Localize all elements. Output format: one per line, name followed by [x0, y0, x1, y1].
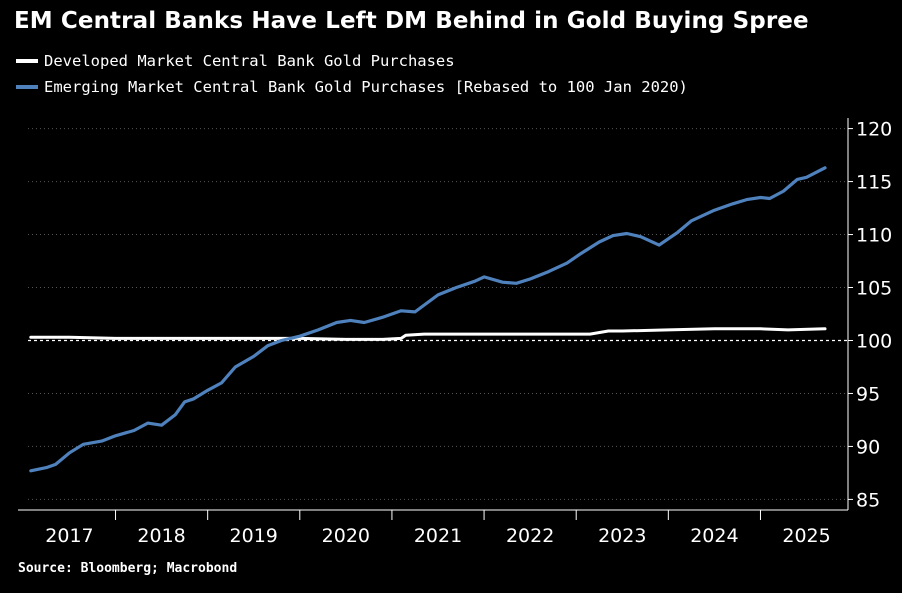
x-tick-label-2023: 2023 [598, 525, 646, 547]
y-tick-label-105: 105 [856, 278, 892, 300]
source-note: Source: Bloomberg; Macrobond [18, 561, 238, 576]
x-tick-label-2018: 2018 [137, 525, 185, 547]
x-tick-label-2024: 2024 [690, 525, 738, 547]
y-tick-label-85: 85 [856, 489, 880, 511]
x-tick-label-2019: 2019 [230, 525, 278, 547]
legend-item-dm: Developed Market Central Bank Gold Purch… [16, 48, 688, 74]
legend: Developed Market Central Bank Gold Purch… [16, 48, 688, 100]
x-tick-label-2022: 2022 [506, 525, 554, 547]
y-tick-label-110: 110 [856, 225, 892, 247]
x-tick-label-2017: 2017 [45, 525, 93, 547]
legend-label-em: Emerging Market Central Bank Gold Purcha… [44, 78, 688, 96]
x-tick-label-2020: 2020 [322, 525, 370, 547]
y-tick-label-95: 95 [856, 383, 880, 405]
y-tick-label-90: 90 [856, 436, 880, 458]
series-line-em [29, 166, 827, 473]
y-tick-label-115: 115 [856, 172, 892, 194]
legend-item-em: Emerging Market Central Bank Gold Purcha… [16, 74, 688, 100]
y-tick-label-100: 100 [856, 330, 892, 352]
legend-label-dm: Developed Market Central Bank Gold Purch… [44, 52, 455, 70]
x-tick-label-2025: 2025 [782, 525, 830, 547]
legend-swatch-em [16, 85, 38, 89]
legend-swatch-dm [16, 59, 38, 63]
x-tick-label-2021: 2021 [414, 525, 462, 547]
y-tick-label-120: 120 [856, 119, 892, 141]
series-line-dm [29, 327, 827, 341]
chart-title: EM Central Banks Have Left DM Behind in … [14, 8, 809, 34]
